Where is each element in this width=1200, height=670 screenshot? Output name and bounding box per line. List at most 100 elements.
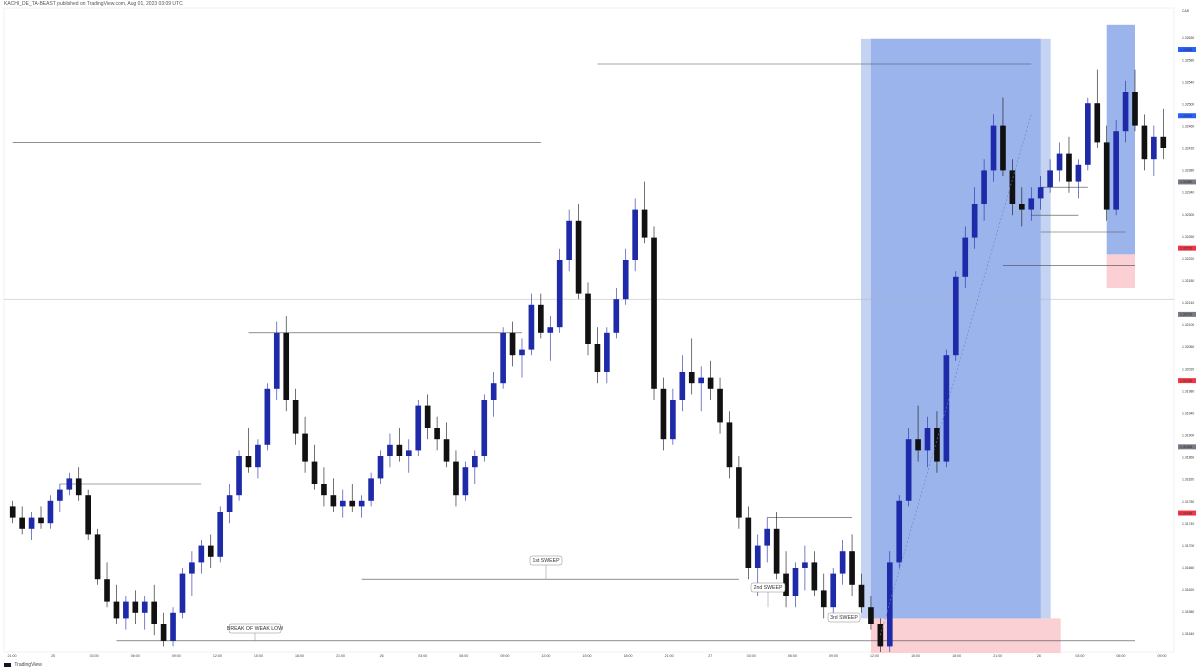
price-tick-label: 1.32060 [1182,345,1194,349]
candle-body [868,607,874,624]
footer-brand: TradingView [14,662,42,668]
long-stop-zone [870,618,1061,654]
time-tick-label: 27 [708,654,712,658]
price-tag [1178,179,1196,185]
candle-body [679,372,686,400]
candle-body [971,204,978,238]
price-tick-label: 1.31780 [1182,500,1194,504]
candle-body [481,400,488,456]
candle-body [123,601,129,619]
candle-body [94,534,101,580]
time-tick-label: 09:00 [500,654,509,658]
candle-body [773,528,780,574]
time-tick-label: 28 [1037,654,1041,658]
candle-body [905,439,912,501]
price-tick-label: 1.31660 [1182,566,1194,570]
candle-body [47,500,54,524]
candle-body [915,439,921,451]
candle-body [660,388,667,440]
candle-body [104,579,110,602]
price-tag-label: 1.32276 [1180,246,1192,250]
footer: TradingView [4,662,42,668]
time-tick-label: 12:00 [541,654,550,658]
candle-body [415,405,422,451]
candle-body [1113,131,1119,210]
candle-body [405,450,412,456]
candle-body [453,461,459,496]
price-tick-label: 1.31700 [1182,544,1194,548]
candle-body [613,299,620,333]
price-tag [1178,378,1196,384]
candle-body [1075,164,1082,182]
candle-body [717,388,723,423]
candle-body [858,584,865,608]
time-tick-label: 21:00 [665,654,674,658]
candle-body [896,500,903,563]
price-tick-label: 1.32380 [1182,169,1194,173]
candle-body [245,456,252,468]
time-tick-label: 06:00 [131,654,140,658]
price-tag-label: 1.31936 [1180,379,1192,383]
candle-body [170,612,176,641]
candle-body [745,517,752,568]
candle-body [1018,204,1025,210]
candle-body [38,517,44,524]
candle-body [141,601,148,613]
candle-body [886,562,893,647]
time-tick-label: 03:00 [90,654,99,658]
candle-body [330,495,337,507]
price-tick-label: 1.31580 [1182,610,1194,614]
price-tick-label: 1.31820 [1182,478,1194,482]
candle-body [670,400,676,440]
time-tick-label: 18:00 [952,654,961,658]
price-tick-label: 1.32180 [1182,279,1194,283]
candle-body [990,125,997,171]
long-target-zone-2 [1106,24,1135,255]
annotation-label: BREAK OF WEAK LOW [227,626,283,632]
time-tick-label: 18:00 [295,654,304,658]
candle-body [472,456,478,468]
candle-body [349,500,356,507]
candle-body [236,456,242,496]
candle-body [1047,170,1053,188]
candle-body [377,456,384,479]
candle-body [462,467,469,496]
candle-body [641,209,648,238]
price-tick-label: 1.31620 [1182,588,1194,592]
candle-body [849,551,855,585]
candle-body [302,433,308,462]
price-tag-label: 1.32595 [1180,48,1192,52]
candle-body [1103,142,1110,210]
price-tick-label: 1.32420 [1182,147,1194,151]
time-tick-label: 03:00 [747,654,756,658]
time-tick-label: 09:00 [829,654,838,658]
candle-body [519,349,525,356]
candle-body [585,293,591,344]
price-tag [1178,311,1196,317]
time-axis[interactable]: 21:00 25 03:00 06:00 09:00 12:00 15:00 18:00 21:… [8,654,1167,658]
candle-body [1056,153,1063,171]
annotation-label: 1st SWEEP [532,558,560,564]
candle-body [358,500,365,507]
price-tick-label: 1.31980 [1182,389,1194,393]
price-tag [1178,510,1196,516]
price-tag-label: 1.32380 [1180,180,1192,184]
time-tick-label: 18:00 [624,654,633,658]
candle-body [924,428,931,451]
candle-body [283,332,290,400]
candle-body [1028,198,1035,210]
candle-body [934,428,940,462]
candle-body [604,332,610,372]
price-tick-label: 1.32260 [1182,235,1194,239]
candle-body [877,624,884,647]
candle-body [273,332,280,389]
time-tick-label: 21:00 [336,654,345,658]
price-axis[interactable]: 1.32630 1.32580 1.32540 1.32500 1.32460 1.324… [1178,9,1196,636]
candle-body [339,500,346,507]
candle-body [726,422,733,468]
candle-body [632,209,638,260]
price-tick-label: 1.32340 [1182,191,1194,195]
time-tick-label: 03:00 [418,654,427,658]
candle-body [820,590,827,608]
